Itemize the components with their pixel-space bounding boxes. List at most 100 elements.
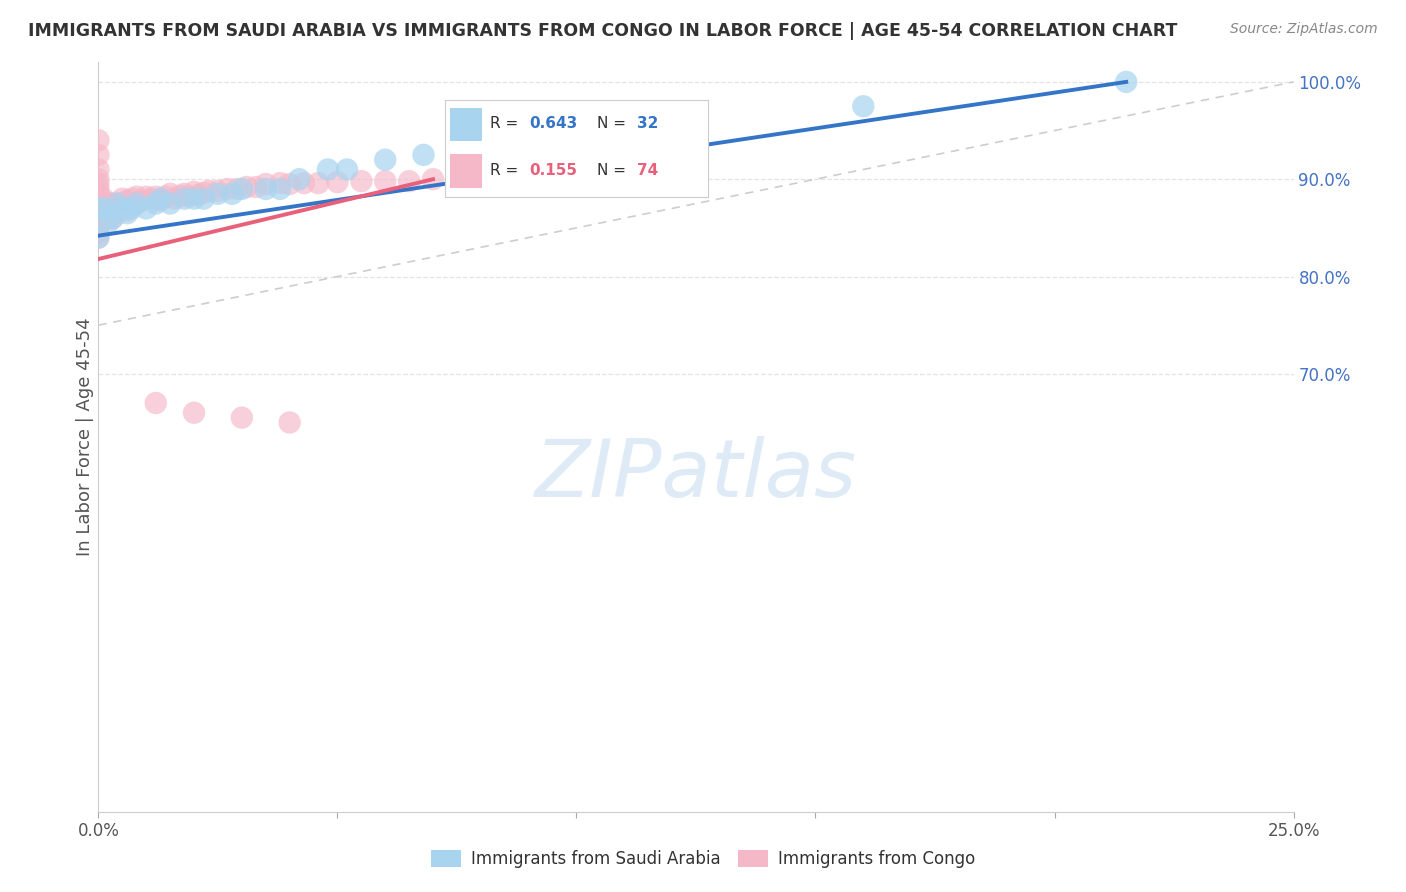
Point bbox=[91, 192, 114, 206]
Point bbox=[637, 113, 659, 128]
Point bbox=[155, 190, 177, 204]
Point bbox=[87, 220, 110, 235]
Y-axis label: In Labor Force | Age 45-54: In Labor Force | Age 45-54 bbox=[76, 318, 94, 557]
Point bbox=[207, 184, 229, 198]
Point bbox=[149, 192, 172, 206]
Point bbox=[131, 194, 153, 208]
Point bbox=[87, 211, 110, 226]
Point bbox=[470, 138, 492, 153]
Point bbox=[87, 206, 110, 220]
Point bbox=[159, 196, 181, 211]
Point bbox=[852, 99, 875, 113]
Point bbox=[115, 206, 138, 220]
Point bbox=[101, 202, 124, 216]
Text: Source: ZipAtlas.com: Source: ZipAtlas.com bbox=[1230, 22, 1378, 37]
Point bbox=[87, 202, 110, 216]
Point bbox=[101, 206, 124, 220]
Point bbox=[269, 182, 291, 196]
Point bbox=[145, 196, 167, 211]
Point bbox=[149, 194, 172, 208]
Point bbox=[231, 182, 253, 196]
Point bbox=[87, 182, 110, 196]
Point bbox=[115, 203, 138, 218]
Point bbox=[91, 202, 114, 216]
Point bbox=[97, 211, 120, 226]
Point bbox=[350, 174, 373, 188]
Point bbox=[179, 190, 201, 204]
Point bbox=[183, 192, 205, 206]
Point bbox=[288, 172, 311, 186]
Point bbox=[226, 182, 249, 196]
Point bbox=[121, 192, 143, 206]
Point bbox=[111, 192, 134, 206]
Point bbox=[111, 196, 134, 211]
Point bbox=[541, 123, 564, 137]
Text: ZIPatlas: ZIPatlas bbox=[534, 435, 858, 514]
Point bbox=[87, 226, 110, 240]
Point bbox=[97, 206, 120, 220]
Point bbox=[316, 162, 339, 177]
Point bbox=[197, 184, 219, 198]
Point bbox=[97, 196, 120, 211]
Point bbox=[107, 206, 129, 220]
Point bbox=[278, 416, 301, 430]
Point bbox=[254, 182, 277, 196]
Point bbox=[125, 195, 148, 210]
Point bbox=[145, 190, 167, 204]
Point bbox=[326, 175, 349, 189]
Point bbox=[111, 202, 134, 216]
Point bbox=[163, 192, 186, 206]
Point bbox=[422, 172, 444, 186]
Point bbox=[374, 174, 396, 188]
Point bbox=[87, 177, 110, 191]
Point bbox=[231, 410, 253, 425]
Point bbox=[101, 211, 124, 226]
Point bbox=[207, 186, 229, 201]
Point bbox=[398, 174, 420, 188]
Point bbox=[107, 202, 129, 216]
Point bbox=[91, 196, 114, 211]
Point bbox=[193, 192, 215, 206]
Point bbox=[139, 192, 162, 206]
Text: IMMIGRANTS FROM SAUDI ARABIA VS IMMIGRANTS FROM CONGO IN LABOR FORCE | AGE 45-54: IMMIGRANTS FROM SAUDI ARABIA VS IMMIGRAN… bbox=[28, 22, 1177, 40]
Point bbox=[193, 186, 215, 200]
Point bbox=[245, 180, 267, 194]
Point bbox=[1115, 75, 1137, 89]
Point bbox=[115, 194, 138, 208]
Point bbox=[135, 202, 157, 216]
Point bbox=[87, 133, 110, 147]
Point bbox=[169, 188, 191, 202]
Point bbox=[278, 177, 301, 191]
Point bbox=[269, 176, 291, 190]
Point bbox=[115, 199, 138, 213]
Point bbox=[336, 162, 359, 177]
Point bbox=[187, 187, 209, 202]
Point bbox=[97, 202, 120, 216]
Point bbox=[145, 396, 167, 410]
Point bbox=[87, 162, 110, 177]
Point bbox=[87, 186, 110, 201]
Point bbox=[87, 230, 110, 244]
Point bbox=[221, 186, 243, 201]
Point bbox=[107, 196, 129, 211]
Point bbox=[101, 196, 124, 211]
Point bbox=[87, 216, 110, 230]
Point bbox=[101, 211, 124, 226]
Point bbox=[235, 180, 257, 194]
Point bbox=[87, 202, 110, 216]
Point bbox=[254, 177, 277, 191]
Point bbox=[173, 192, 195, 206]
Point bbox=[292, 176, 315, 190]
Point bbox=[87, 148, 110, 162]
Point bbox=[87, 172, 110, 186]
Point bbox=[125, 190, 148, 204]
Point bbox=[183, 406, 205, 420]
Point bbox=[87, 192, 110, 206]
Point bbox=[159, 186, 181, 201]
Point bbox=[125, 196, 148, 211]
Point bbox=[307, 176, 329, 190]
Point bbox=[374, 153, 396, 167]
Point bbox=[97, 216, 120, 230]
Point bbox=[173, 186, 195, 201]
Legend: Immigrants from Saudi Arabia, Immigrants from Congo: Immigrants from Saudi Arabia, Immigrants… bbox=[425, 843, 981, 875]
